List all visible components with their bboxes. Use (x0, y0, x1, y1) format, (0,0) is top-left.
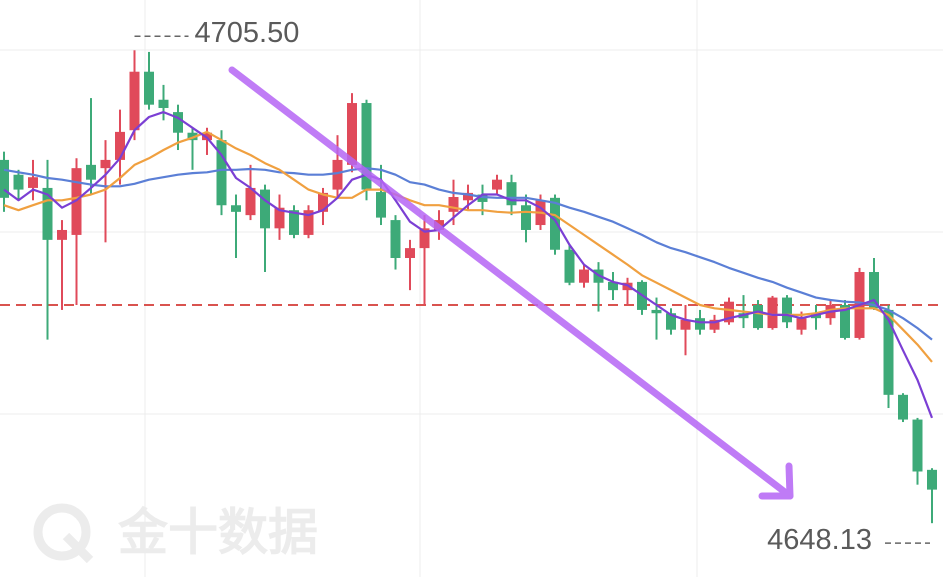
candle-body (506, 182, 517, 206)
candle-body (463, 192, 473, 201)
candle-body (173, 112, 183, 133)
candle-body (303, 210, 314, 235)
watermark-text: 金十数据 (118, 504, 318, 562)
candle-body (71, 168, 82, 235)
candle-body (492, 179, 502, 190)
candle-body (347, 103, 357, 165)
trend-arrow (228, 66, 794, 500)
candle-body (448, 197, 459, 212)
candle-body (0, 159, 9, 198)
candle-body (869, 272, 879, 309)
candle-body (666, 313, 676, 330)
candle-body (376, 192, 386, 218)
candle-body (144, 71, 154, 105)
candle-body (796, 318, 807, 330)
moving-average-line (3, 111, 934, 419)
candle-body (521, 205, 531, 230)
candle-body (564, 249, 575, 283)
candle-body (782, 297, 792, 323)
candle-body (550, 197, 560, 250)
candle-body (724, 301, 734, 323)
candle-body (318, 192, 328, 212)
candle-body (840, 304, 850, 338)
candle-body (187, 132, 198, 141)
candle-body (419, 228, 430, 249)
logo (62, 532, 94, 564)
candle-body (42, 187, 53, 240)
arrow-shaft (228, 66, 794, 500)
candle-body (579, 269, 589, 283)
candle-body (28, 177, 38, 188)
candle-body (129, 71, 140, 131)
candles (0, 50, 937, 524)
watermark: 金十数据 (33, 503, 318, 564)
arrow-head (758, 462, 794, 500)
candle-body (695, 318, 705, 330)
candle-body (57, 229, 67, 240)
candle-body (13, 174, 24, 190)
annotations: 4705.50 4648.13 (134, 17, 930, 556)
candle-body (332, 159, 343, 190)
candle-body (231, 205, 241, 212)
candle-body (274, 207, 285, 229)
candle-body (86, 164, 96, 180)
candle-body (651, 309, 662, 314)
moving-average-line (3, 167, 933, 341)
candle-body (405, 248, 415, 259)
logo (33, 503, 91, 561)
candle-body (753, 304, 763, 329)
annotation-label: 4705.50 (195, 17, 300, 49)
candle-body (390, 220, 401, 259)
candle-body (361, 103, 372, 190)
candle-body (709, 319, 720, 330)
candle-body (260, 189, 270, 229)
candle-body (158, 99, 169, 108)
lines (3, 111, 934, 419)
candle-body (216, 140, 227, 206)
candle-body (608, 281, 618, 291)
candle-body (100, 159, 111, 169)
candle-body (245, 187, 256, 216)
candle-body (883, 309, 894, 395)
candle-body (767, 297, 778, 329)
candle-body (680, 319, 691, 330)
annotation-label: 4648.13 (767, 524, 872, 556)
candle-body (898, 394, 908, 420)
candle-body (477, 194, 488, 202)
candle-body (912, 419, 923, 472)
candle-body (927, 469, 937, 490)
candle-body (289, 210, 299, 235)
candle-body (115, 131, 125, 160)
